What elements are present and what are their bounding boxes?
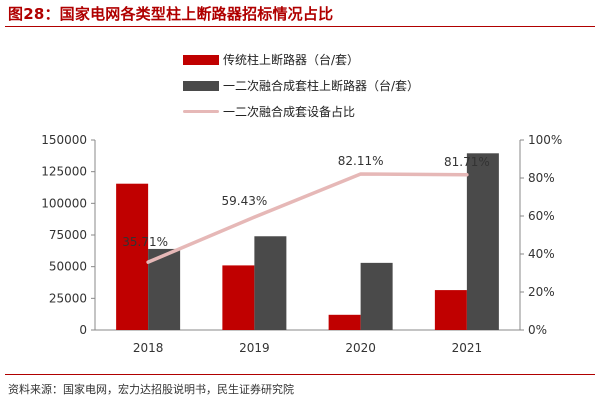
y-right-tick-label: 40% xyxy=(528,247,555,261)
source-note: 资料来源：国家电网，宏力达招股说明书，民生证券研究院 xyxy=(8,381,294,397)
ratio-point xyxy=(465,173,468,176)
x-tick-label: 2021 xyxy=(452,341,483,355)
ratio-data-label: 59.43% xyxy=(221,194,267,208)
y-right-tick-label: 60% xyxy=(528,209,555,223)
footer-divider xyxy=(5,374,595,375)
bar-traditional-2018 xyxy=(116,184,148,330)
chart-canvas: 0 25000 50000 75000 100000 125000 150000 0% 20% 4… xyxy=(0,0,601,404)
y-right-tick-label: 80% xyxy=(528,171,555,185)
y-left-tick-label: 25000 xyxy=(49,291,87,305)
ratio-point xyxy=(253,216,256,219)
bar-traditional-2021 xyxy=(435,290,467,330)
y-left-tick-label: 100000 xyxy=(41,196,87,210)
ratio-data-label: 81.71% xyxy=(444,155,490,169)
bar-integrated-2020 xyxy=(361,263,393,330)
bar-traditional-2020 xyxy=(329,315,361,330)
bar-traditional-2019 xyxy=(222,265,254,330)
y-left-tick-label: 75000 xyxy=(49,228,87,242)
ratio-point xyxy=(359,172,362,175)
y-right-tick-label: 0% xyxy=(528,323,547,337)
bar-integrated-2021 xyxy=(467,153,499,330)
y-right-tick-label: 20% xyxy=(528,285,555,299)
x-tick-label: 2018 xyxy=(133,341,164,355)
x-tick-label: 2020 xyxy=(345,341,376,355)
y-left-tick-label: 150000 xyxy=(41,133,87,147)
y-left-tick-label: 0 xyxy=(79,323,87,337)
y-left-tick-label: 50000 xyxy=(49,260,87,274)
y-right-tick-label: 100% xyxy=(528,133,562,147)
ratio-data-label: 35.71% xyxy=(122,235,168,249)
ratio-line xyxy=(148,174,467,262)
bar-integrated-2019 xyxy=(254,236,286,330)
ratio-point xyxy=(147,261,150,264)
y-left-tick-label: 125000 xyxy=(41,165,87,179)
x-tick-label: 2019 xyxy=(239,341,270,355)
ratio-data-label: 82.11% xyxy=(338,154,384,168)
